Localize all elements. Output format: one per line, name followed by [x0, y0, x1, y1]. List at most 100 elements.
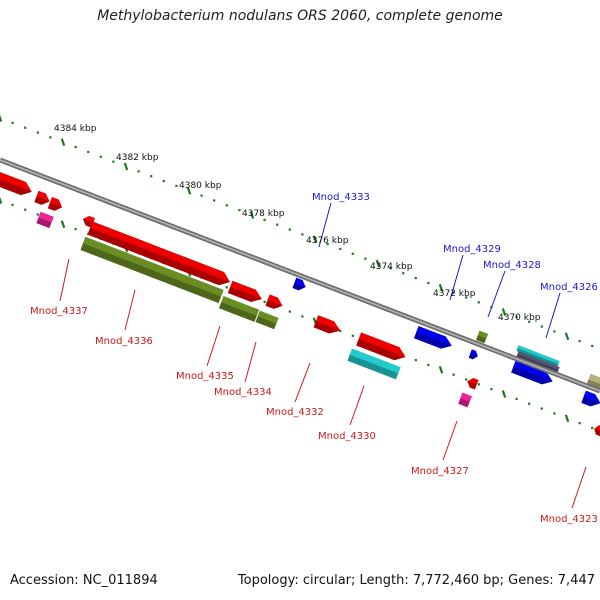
gene-label-reverse: Mnod_4327	[411, 466, 469, 477]
gene-olive-outer	[476, 330, 488, 344]
minor-tick	[112, 160, 115, 163]
gene-olive-outer-face	[477, 330, 488, 339]
minor-tick	[339, 329, 342, 333]
gene-blue-outer-1	[292, 277, 306, 291]
minor-tick	[301, 233, 304, 236]
gene-olive-inner-3	[255, 310, 279, 330]
label-leader-line	[59, 258, 70, 302]
gene-red-outer-1-face	[0, 171, 32, 192]
minor-tick	[528, 402, 531, 405]
gene-label-reverse: Mnod_4332	[266, 407, 324, 418]
tick-label: 4376 kbp	[306, 236, 349, 246]
gene-cyan-inner-face	[349, 348, 401, 374]
accession-text: Accession: NC_011894	[10, 573, 158, 588]
label-leader-line	[294, 362, 311, 403]
minor-tick	[288, 228, 291, 231]
map-title: Methylobacterium nodulans ORS 2060, comp…	[97, 8, 503, 24]
minor-tick	[225, 286, 228, 289]
minor-tick	[591, 344, 594, 348]
gene-red-outer-3	[47, 197, 63, 211]
minor-tick	[74, 146, 77, 149]
minor-tick	[515, 397, 518, 400]
backbone-highlight	[0, 159, 600, 392]
gene-label-reverse: Mnod_4330	[318, 431, 376, 442]
gene-red-outer-9-face	[358, 332, 406, 357]
major-tick	[564, 414, 570, 423]
minor-tick	[402, 272, 405, 275]
gene-red-outer-9	[356, 332, 406, 361]
minor-tick	[427, 363, 430, 367]
major-tick	[0, 196, 3, 204]
gene-red-outer-4-face	[82, 216, 95, 223]
major-tick	[501, 308, 507, 316]
gene-blue-outer-2-face	[416, 326, 452, 346]
label-leader-line	[545, 292, 561, 339]
gene-slate-outer	[516, 351, 560, 373]
major-tick	[0, 114, 3, 122]
minor-tick	[11, 121, 14, 124]
minor-tick	[162, 179, 165, 183]
gene-label-forward: Mnod_4329	[443, 244, 501, 255]
gene-olive-inner-2	[218, 296, 260, 322]
gene-red-inner-1	[467, 378, 479, 390]
major-tick	[123, 162, 129, 171]
gene-red-outer-2-face	[36, 190, 50, 202]
major-tick	[375, 259, 381, 268]
minor-tick	[263, 300, 266, 303]
gene-label-forward: Mnod_4333	[312, 192, 370, 203]
gene-blue-outer-4	[511, 360, 553, 385]
gene-label-reverse: Mnod_4334	[214, 387, 272, 398]
genome-backbone	[0, 157, 600, 394]
tick-label: 4384 kbp	[54, 124, 97, 134]
gene-blue-outer-1-face	[294, 277, 306, 288]
minor-tick	[238, 209, 241, 212]
minor-tick	[452, 373, 455, 376]
minor-tick	[528, 320, 531, 323]
minor-tick	[301, 315, 304, 318]
minor-tick	[364, 257, 367, 260]
gene-red-outer-6	[227, 280, 262, 302]
minor-tick	[213, 199, 216, 202]
minor-tick	[427, 281, 430, 285]
minor-tick	[351, 334, 354, 337]
gene-cyan-inner	[347, 348, 401, 380]
gene-red-outer-3-face	[49, 197, 63, 208]
minor-tick	[553, 412, 556, 415]
minor-tick	[465, 296, 468, 299]
minor-tick	[578, 422, 581, 425]
outer-tick-track	[0, 114, 594, 348]
gene-olive-inner-1-face	[82, 236, 224, 297]
gene-red-inner-1-face	[467, 378, 479, 385]
gene-label-forward: Mnod_4328	[483, 260, 541, 271]
gene-label-reverse: Mnod_4335	[176, 371, 234, 382]
label-leader-line	[349, 385, 365, 426]
major-tick	[249, 211, 255, 219]
minor-tick	[351, 252, 354, 255]
minor-tick	[490, 388, 493, 391]
major-tick	[438, 283, 444, 292]
label-leader-line	[571, 466, 587, 509]
tick-label: 4382 kbp	[116, 153, 159, 163]
label-leader-line	[318, 202, 332, 248]
minor-tick	[540, 325, 543, 328]
gene-label-reverse: Mnod_4323	[540, 514, 598, 525]
minor-tick	[36, 131, 39, 134]
gene-red-outer-8	[313, 315, 341, 334]
gene-red-outer-7	[265, 294, 283, 309]
gene-red-outer-7-face	[267, 294, 283, 306]
minor-tick	[414, 276, 417, 280]
gene-olive-inner-1	[80, 236, 224, 304]
gene-magenta-inner-face	[460, 392, 472, 402]
minor-tick	[288, 310, 291, 313]
minor-tick	[150, 175, 153, 178]
major-tick	[438, 365, 444, 374]
tick-label: 4380 kbp	[179, 181, 222, 191]
gene-red-inner-2	[594, 425, 600, 437]
gene-red-outer-5-face	[90, 221, 230, 282]
gene-cyan-outer	[516, 345, 560, 367]
gene-olive-inner-2-face	[221, 296, 260, 316]
tick-label: 4372 kbp	[433, 289, 476, 299]
minor-tick	[200, 194, 203, 197]
minor-tick	[452, 291, 455, 294]
gene-red-outer-6-face	[230, 280, 262, 300]
